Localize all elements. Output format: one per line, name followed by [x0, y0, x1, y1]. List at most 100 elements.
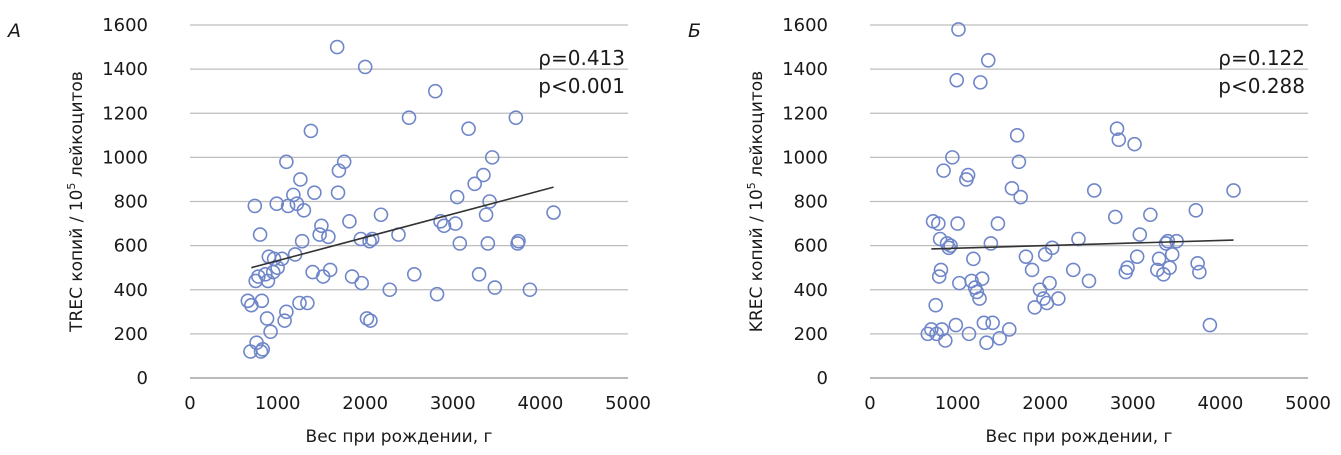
data-point: [972, 291, 987, 306]
data-point: [461, 121, 476, 136]
data-point: [1132, 227, 1148, 242]
data-point: [382, 282, 398, 298]
data-point: [487, 280, 503, 295]
data-point: [1129, 249, 1145, 264]
data-point: [406, 267, 422, 282]
y-tick-label: 800: [114, 192, 148, 213]
data-point: [931, 216, 946, 231]
data-point: [478, 207, 494, 223]
data-point: [1044, 240, 1060, 256]
data-point: [932, 231, 948, 247]
data-point: [1111, 132, 1127, 148]
data-point: [467, 176, 483, 192]
y-axis-title-tail: лейкоцитов: [747, 71, 767, 182]
data-point: [1202, 317, 1218, 333]
data-point: [980, 52, 996, 68]
data-point: [508, 110, 524, 125]
data-point: [969, 284, 985, 300]
y-tick-label: 1400: [102, 59, 148, 80]
y-axis-title-sup: 5: [65, 183, 78, 190]
data-point: [1120, 260, 1135, 275]
y-tick-label: 600: [114, 236, 148, 257]
data-point: [1151, 251, 1167, 267]
y-tick-label: 200: [114, 324, 148, 345]
data-point: [1036, 291, 1051, 306]
data-point: [1004, 180, 1020, 196]
data-point: [307, 185, 322, 200]
y-tick-label: 1400: [782, 59, 828, 80]
data-point: [344, 269, 360, 284]
data-point: [1226, 183, 1241, 198]
x-tick-label: 4000: [1197, 393, 1243, 414]
panel-label: Б: [688, 20, 701, 42]
data-point: [312, 227, 327, 242]
data-point: [322, 262, 338, 278]
data-point: [266, 251, 282, 267]
data-point: [480, 236, 496, 251]
y-tick-label: 1200: [782, 103, 828, 124]
x-tick-label: 3000: [1110, 393, 1156, 414]
data-point: [1013, 189, 1028, 205]
y-tick-label: 400: [114, 280, 148, 301]
data-point: [476, 167, 491, 183]
x-tick-label: 2000: [1022, 393, 1068, 414]
y-tick-label: 1600: [782, 15, 828, 36]
trend-line: [931, 239, 1234, 250]
stat-rho: ρ=0.413: [538, 46, 625, 70]
data-point: [255, 342, 271, 357]
data-point: [354, 275, 369, 291]
data-point: [973, 75, 988, 90]
data-point: [293, 172, 308, 187]
data-point: [943, 238, 958, 253]
data-point: [1011, 154, 1027, 170]
data-point: [1086, 183, 1102, 198]
data-point: [286, 187, 301, 203]
y-axis-title-sup: 5: [745, 182, 758, 189]
y-tick-label: 200: [794, 324, 828, 345]
y-tick-label: 400: [794, 280, 828, 301]
data-point: [314, 218, 329, 234]
data-point: [1024, 262, 1040, 278]
data-point: [373, 207, 389, 223]
x-tick-label: 3000: [430, 393, 476, 414]
y-tick-label: 1000: [102, 147, 148, 168]
x-tick-label: 4000: [517, 393, 563, 414]
data-point: [336, 154, 352, 170]
chart-trec: 0 200 400 600 800 1000 1200 1400 1600 0 1000 2000 30…: [6, 15, 651, 447]
x-axis-title: Вес при рождении, г: [306, 427, 493, 447]
y-tick-label: 1000: [782, 147, 828, 168]
data-point: [928, 297, 943, 313]
data-point: [1001, 322, 1017, 337]
data-point: [484, 150, 500, 165]
stat-rho: ρ=0.122: [1218, 46, 1305, 70]
data-point: [974, 271, 990, 287]
data-point: [471, 267, 487, 282]
data-point: [1009, 128, 1025, 143]
panel-label: A: [6, 20, 21, 42]
data-point: [511, 233, 526, 249]
data-point: [364, 231, 380, 247]
data-point: [1127, 136, 1142, 152]
data-point: [1188, 203, 1204, 218]
data-point: [990, 216, 1006, 231]
data-point: [952, 275, 967, 291]
trend-line: [251, 186, 554, 269]
y-axis-title: KREC копий / 105 лейкоцитов: [745, 71, 767, 332]
chart-krec: 0 200 400 600 800 1000 1200 1400 1600 0 1000 2000 30…: [688, 15, 1331, 447]
data-point: [303, 123, 319, 139]
data-point: [546, 205, 561, 220]
data-point: [966, 251, 981, 267]
y-tick-label: 800: [794, 192, 828, 213]
data-point: [263, 324, 278, 339]
data-point: [961, 326, 977, 342]
data-point: [936, 163, 951, 178]
data-point: [979, 335, 994, 351]
data-point: [1032, 282, 1048, 298]
y-axis-title-main: TREC копий / 10: [67, 190, 87, 333]
data-point: [427, 83, 443, 99]
data-point: [251, 269, 266, 284]
data-point: [269, 196, 285, 212]
data-point: [920, 326, 936, 342]
data-point: [259, 311, 275, 326]
data-point: [296, 203, 312, 218]
